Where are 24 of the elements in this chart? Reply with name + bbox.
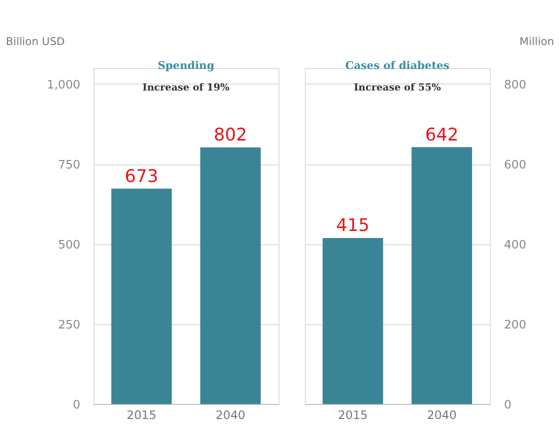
y2-tick-label: 600	[504, 157, 526, 172]
x-tick-label: 2040	[426, 408, 457, 422]
chart-title: Spending	[158, 58, 215, 72]
text: Increase of 55%	[354, 82, 441, 94]
x-tick-label: 2015	[338, 408, 368, 422]
y2-tick-label: 0	[504, 397, 512, 412]
data-label: 802	[214, 126, 248, 146]
x-tick-label: 2040	[216, 408, 246, 422]
data-label: 415	[336, 216, 370, 236]
y-tick-label: 0	[72, 397, 80, 412]
y-tick-label: 250	[58, 317, 80, 332]
data-label: 642	[425, 125, 459, 146]
y-tick-label: 1,000	[46, 77, 80, 92]
y-tick-label: 500	[58, 237, 80, 252]
chart-title: Cases of diabetes	[345, 58, 450, 72]
data-label: 673	[124, 166, 158, 187]
annotation: Increase of 19%	[142, 82, 230, 94]
y2-axis-title: Million	[520, 35, 554, 48]
y2-tick-label: 800	[504, 77, 526, 92]
y2-tick-label: 200	[504, 317, 526, 332]
x-tick-label: 2015	[126, 408, 156, 422]
y-axis-title: Billion USD	[6, 35, 65, 48]
y-tick-label: 750	[58, 157, 80, 172]
y2-tick-label: 400	[504, 237, 526, 252]
